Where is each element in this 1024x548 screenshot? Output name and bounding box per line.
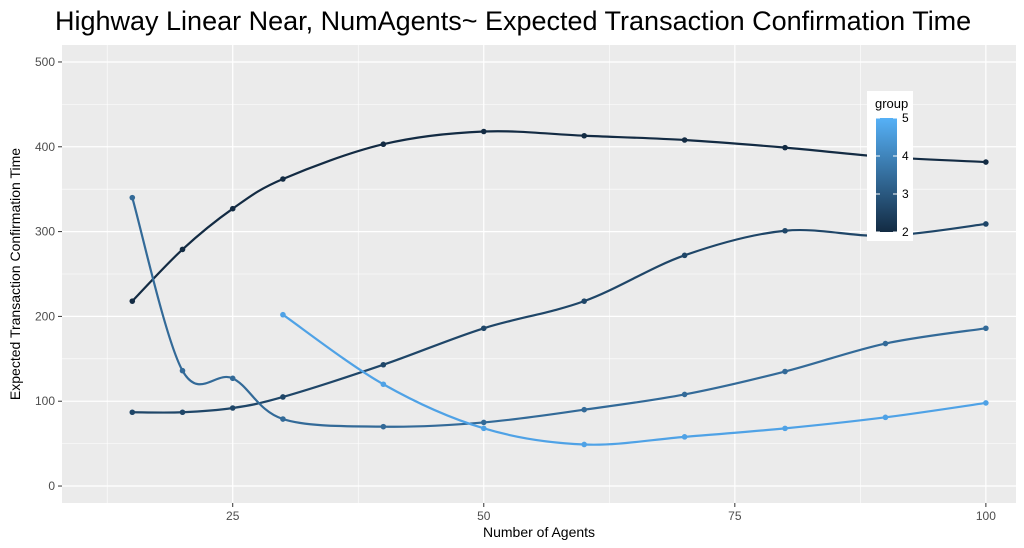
data-point: [280, 394, 286, 400]
data-point: [229, 405, 236, 411]
data-point: [882, 340, 889, 347]
data-point: [280, 176, 286, 182]
data-point: [983, 325, 989, 332]
data-point: [782, 144, 788, 151]
data-point: [681, 434, 688, 440]
data-point: [380, 423, 387, 430]
data-point: [229, 375, 236, 382]
legend: group 2 3 4 5: [867, 91, 913, 241]
data-point: [983, 221, 989, 227]
data-point: [380, 141, 387, 148]
data-point: [882, 414, 889, 421]
data-point: [480, 128, 487, 135]
legend-colorbar: [876, 118, 897, 232]
data-point: [480, 325, 487, 332]
data-point: [380, 381, 387, 388]
series-line-group-5: [282, 313, 987, 446]
data-point: [229, 205, 236, 212]
data-point: [280, 311, 286, 318]
data-point: [983, 159, 989, 165]
data-point: [480, 425, 487, 432]
x-tick-label: 25: [226, 509, 240, 523]
y-tick-label: 100: [35, 394, 55, 408]
data-point: [581, 298, 587, 304]
y-tick-label: 200: [35, 309, 55, 323]
data-point: [129, 194, 136, 201]
y-tick-label: 400: [35, 140, 55, 154]
data-point: [179, 246, 186, 253]
data-point: [280, 416, 286, 422]
y-tick-label: 500: [35, 55, 55, 69]
data-point: [179, 367, 186, 374]
data-point: [179, 409, 186, 416]
legend-tick-label: 5: [902, 111, 909, 125]
legend-tick-label: 3: [902, 187, 909, 201]
data-point: [681, 252, 688, 259]
legend-tick-label: 2: [902, 225, 909, 239]
y-axis-title: Expected Transaction Confirmation Time: [7, 148, 23, 400]
legend-tick-label: 4: [902, 149, 909, 163]
data-point: [581, 132, 587, 139]
data-point: [581, 406, 587, 413]
data-point: [782, 227, 788, 234]
data-point: [581, 441, 587, 448]
legend-title: group: [875, 96, 908, 111]
data-point: [681, 137, 688, 143]
data-point: [782, 368, 788, 375]
chart-title: Highway Linear Near, NumAgents~ Expected…: [55, 6, 971, 36]
data-point: [129, 409, 136, 416]
data-point: [380, 361, 387, 368]
data-point: [681, 391, 688, 398]
y-tick-label: 300: [35, 225, 55, 239]
data-point: [480, 419, 487, 426]
series-line-group-2: [131, 130, 986, 302]
x-tick-label: 50: [477, 509, 491, 523]
y-tick-label: 0: [48, 479, 55, 493]
data-point: [782, 425, 788, 432]
x-tick-label: 100: [976, 509, 996, 523]
x-axis-title: Number of Agents: [483, 524, 595, 540]
data-point: [129, 298, 136, 304]
x-tick-label: 75: [728, 509, 742, 523]
data-point: [983, 400, 989, 406]
